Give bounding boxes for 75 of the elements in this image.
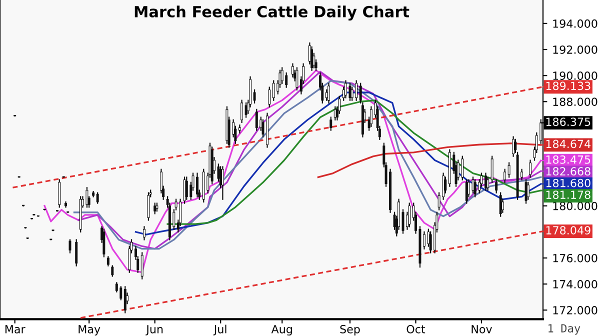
candlestick: [484, 172, 487, 191]
x-tick-label: May: [78, 325, 100, 336]
annotation: 178.049: [546, 226, 590, 234]
candlestick: [280, 67, 284, 84]
candlestick: [504, 168, 506, 183]
candlestick: [370, 106, 372, 127]
candlestick: [124, 286, 126, 314]
candlestick: [508, 162, 510, 178]
candlestick: [140, 252, 144, 280]
candlestick: [244, 102, 248, 118]
candlestick: [268, 86, 271, 108]
candlestick: [102, 228, 106, 258]
candlestick: [495, 179, 498, 194]
x-tick-label: Nov: [472, 325, 492, 334]
annotation: 181.178: [546, 190, 590, 199]
annotation: 181.680: [546, 178, 590, 188]
candlestick: [529, 160, 532, 178]
candlestick: [472, 176, 474, 194]
x-tick-label: Aug: [271, 325, 292, 336]
candlestick: [253, 89, 256, 104]
annotation: 182.668: [546, 167, 590, 176]
candlestick: [461, 156, 464, 180]
candlestick: [285, 72, 288, 88]
y-tick-label: 172.000: [553, 306, 598, 314]
candlestick: [524, 179, 528, 204]
candlestick: [348, 82, 352, 101]
candlestick: [96, 192, 99, 204]
chart-title: March Feeder Cattle Daily Chart: [134, 6, 410, 20]
y-tick-label: 176.000: [553, 254, 598, 262]
candlestick: [154, 202, 156, 214]
candlestick: [86, 187, 88, 208]
candlestick: [75, 239, 78, 266]
candlestick: [111, 265, 114, 277]
candlestick: [408, 202, 411, 228]
candlestick: [185, 176, 188, 200]
candlestick: [526, 182, 530, 200]
x-tick-label: Jul: [213, 324, 226, 336]
candlestick: [310, 46, 314, 71]
candlestick: [499, 192, 502, 217]
candlestick: [58, 179, 61, 208]
candlestick: [512, 136, 515, 157]
candlestick: [147, 192, 150, 221]
candlestick: [465, 179, 468, 204]
candlestick: [221, 166, 224, 200]
annotation: 189.133: [546, 82, 590, 90]
x-tick-label: Mar: [5, 325, 26, 334]
text: 1 Day: [548, 324, 580, 335]
y-tick-label: 194.000: [553, 19, 598, 28]
x-tick-label: Sep: [340, 324, 360, 336]
candlestick: [68, 239, 72, 254]
candlestick: [490, 156, 494, 183]
annotation: 183.475: [546, 155, 590, 164]
y-tick-label: 190.000: [553, 72, 598, 80]
candlestick: [272, 80, 275, 101]
candlestick: [328, 82, 330, 104]
candlestick: [296, 67, 298, 90]
candlestick: [330, 116, 332, 131]
candlestick: [486, 176, 490, 191]
x-tick-label: Oct: [406, 324, 426, 334]
y-tick-label: 174.000: [553, 280, 598, 288]
candlestick: [444, 176, 447, 194]
candlestick: [350, 86, 354, 101]
y-tick-label: 192.000: [553, 45, 598, 54]
y-tick-label: 188.000: [553, 98, 598, 106]
candlestick: [120, 286, 122, 300]
candlestick: [143, 226, 146, 240]
candlestick: [240, 100, 244, 124]
candlestick: [106, 256, 110, 266]
annotation: 184.674: [546, 140, 590, 148]
text: 186.375: [546, 118, 590, 126]
candlestick: [474, 179, 476, 198]
candlestick: [355, 80, 358, 101]
candlestick: [255, 108, 258, 131]
x-tick-label: Jun: [146, 325, 163, 336]
candlestick: [501, 198, 504, 213]
